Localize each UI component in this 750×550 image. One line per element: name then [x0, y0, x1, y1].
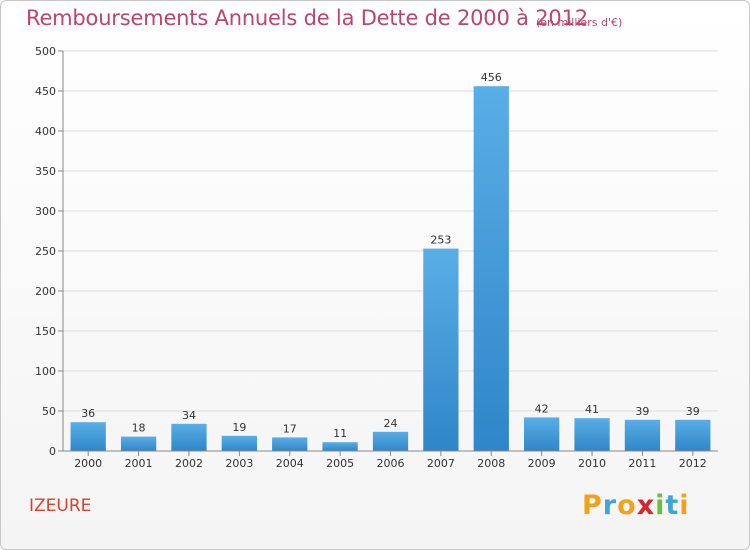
- bar-value-label: 253: [430, 234, 451, 247]
- x-tick-label: 2009: [528, 457, 556, 470]
- bar-2009: [524, 417, 560, 451]
- logo-letter: t: [665, 490, 680, 521]
- logo-letter: P: [582, 490, 603, 521]
- bar-2003: [221, 435, 257, 451]
- axes: 0 50 100 150 200 250 300 350 400 450 500 2000 2001 20…: [35, 45, 718, 470]
- bar-value-label: 39: [686, 405, 700, 418]
- bar-value-label: 19: [232, 421, 246, 434]
- y-tick-label: 0: [49, 445, 56, 458]
- bar-2012: [675, 419, 711, 451]
- bar-2000: [70, 422, 106, 451]
- x-tick-label: 2004: [276, 457, 304, 470]
- bar-value-label: 24: [384, 417, 398, 430]
- x-tick-label: 2012: [679, 457, 707, 470]
- x-tick-label: 2005: [326, 457, 354, 470]
- bar-2010: [574, 418, 610, 451]
- bars: 36 18 34 19 17 11 24 253 456 42 41 39 39: [70, 71, 711, 451]
- y-tick-label: 100: [35, 365, 56, 378]
- bar-2002: [171, 423, 207, 451]
- y-tick-label: 350: [35, 165, 56, 178]
- bar-2007: [423, 248, 459, 451]
- y-tick-label: 200: [35, 285, 56, 298]
- x-tick-label: 2010: [578, 457, 606, 470]
- x-tick-label: 2006: [377, 457, 405, 470]
- y-tick-label: 500: [35, 45, 56, 58]
- y-tick-label: 400: [35, 125, 56, 138]
- x-tick-label: 2007: [427, 457, 455, 470]
- bar-value-label: 41: [585, 403, 599, 416]
- bar-value-label: 18: [132, 422, 146, 435]
- bar-2005: [322, 442, 358, 451]
- bar-2001: [120, 436, 157, 451]
- x-tick-label: 2003: [225, 457, 253, 470]
- bar-value-label: 11: [333, 427, 347, 440]
- y-tick-label: 300: [35, 205, 56, 218]
- bar-2004: [272, 437, 308, 451]
- bar-2011: [624, 419, 661, 451]
- logo-letter: o: [617, 490, 637, 521]
- logo-letter: i: [679, 490, 690, 521]
- logo-letter: x: [636, 490, 656, 521]
- x-tick-label: 2000: [74, 457, 102, 470]
- bar-value-label: 456: [481, 71, 502, 84]
- logo-letter: r: [602, 490, 618, 521]
- town-name: IZEURE: [29, 496, 92, 516]
- bar-value-label: 36: [81, 407, 95, 420]
- bar-value-label: 42: [535, 402, 549, 415]
- bar-2006: [372, 431, 409, 451]
- grid-lines: [63, 50, 718, 412]
- x-tick-label: 2002: [175, 457, 203, 470]
- bar-value-label: 34: [182, 409, 196, 422]
- bar-2008: [473, 86, 509, 451]
- y-tick-label: 250: [35, 245, 56, 258]
- y-tick-label: 50: [42, 405, 56, 418]
- bar-value-label: 39: [635, 405, 649, 418]
- x-tick-label: 2001: [125, 457, 153, 470]
- logo-letter: i: [655, 490, 666, 521]
- chart-subtitle: (en milliers d'€): [536, 16, 623, 29]
- y-tick-label: 450: [35, 85, 56, 98]
- bar-value-label: 17: [283, 422, 297, 435]
- x-tick-label: 2011: [628, 457, 656, 470]
- chart-title: Remboursements Annuels de la Dette de 20…: [26, 6, 588, 30]
- proxiti-logo: Proxiti: [582, 490, 690, 521]
- x-tick-label: 2008: [477, 457, 505, 470]
- y-tick-label: 150: [35, 325, 56, 338]
